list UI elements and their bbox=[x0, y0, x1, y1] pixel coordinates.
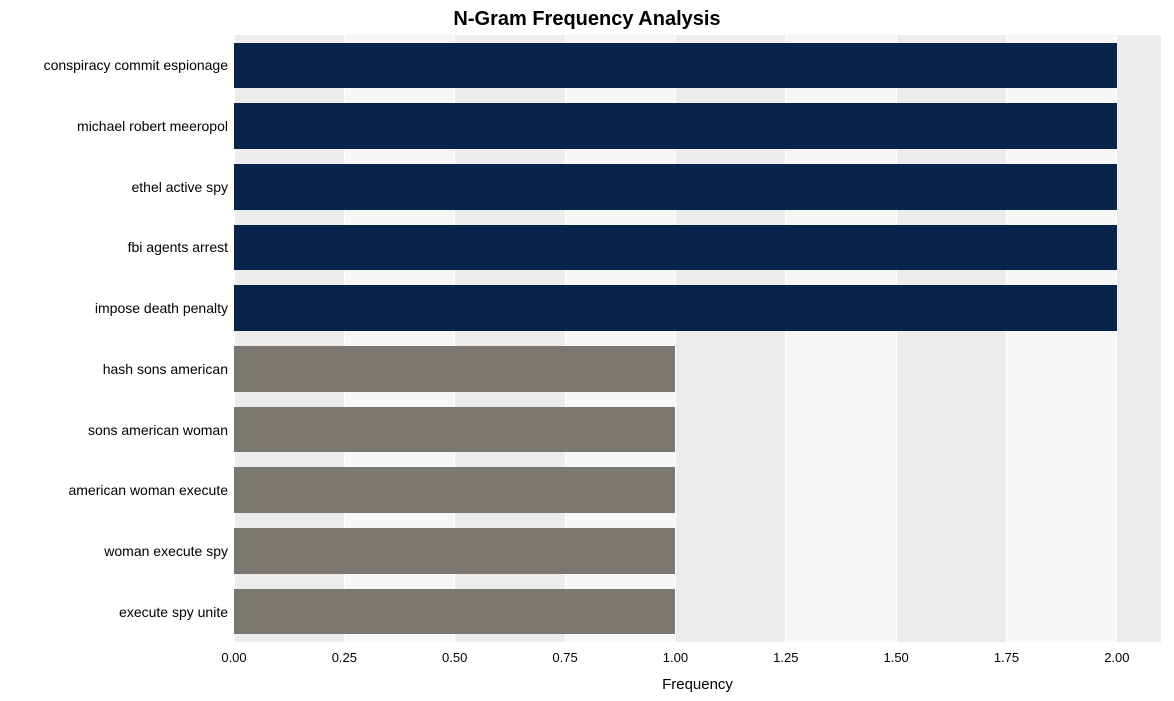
y-tick-label: michael robert meeropol bbox=[77, 118, 234, 134]
chart-title: N-Gram Frequency Analysis bbox=[0, 8, 1174, 31]
y-tick-label: sons american woman bbox=[88, 422, 234, 438]
y-tick-label: fbi agents arrest bbox=[128, 239, 234, 255]
x-tick-label: 0.00 bbox=[221, 642, 246, 665]
bar bbox=[234, 346, 675, 392]
x-tick-label: 1.75 bbox=[994, 642, 1019, 665]
y-tick-label: woman execute spy bbox=[104, 543, 234, 559]
bar bbox=[234, 103, 1117, 149]
y-tick-label: american woman execute bbox=[68, 482, 234, 498]
y-tick-label: execute spy unite bbox=[119, 604, 234, 620]
x-tick-label: 2.00 bbox=[1104, 642, 1129, 665]
bar bbox=[234, 225, 1117, 271]
y-tick-label: hash sons american bbox=[103, 361, 234, 377]
bar bbox=[234, 285, 1117, 331]
bar bbox=[234, 407, 675, 453]
x-tick-label: 1.00 bbox=[663, 642, 688, 665]
xaxis-title: Frequency bbox=[234, 676, 1161, 693]
x-tick-label: 1.25 bbox=[773, 642, 798, 665]
y-tick-label: ethel active spy bbox=[132, 179, 235, 195]
x-tick-label: 0.25 bbox=[332, 642, 357, 665]
bar bbox=[234, 528, 675, 574]
grid-band bbox=[1117, 35, 1161, 642]
x-tick-label: 1.50 bbox=[883, 642, 908, 665]
ngram-chart: N-Gram Frequency Analysis conspiracy com… bbox=[0, 0, 1174, 701]
x-tick-label: 0.75 bbox=[552, 642, 577, 665]
y-tick-label: impose death penalty bbox=[95, 300, 234, 316]
x-tick-label: 0.50 bbox=[442, 642, 467, 665]
plot-area: conspiracy commit espionagemichael rober… bbox=[234, 35, 1161, 642]
bar bbox=[234, 589, 675, 635]
bar bbox=[234, 43, 1117, 89]
y-tick-label: conspiracy commit espionage bbox=[44, 57, 234, 73]
bar bbox=[234, 164, 1117, 210]
bar bbox=[234, 467, 675, 513]
